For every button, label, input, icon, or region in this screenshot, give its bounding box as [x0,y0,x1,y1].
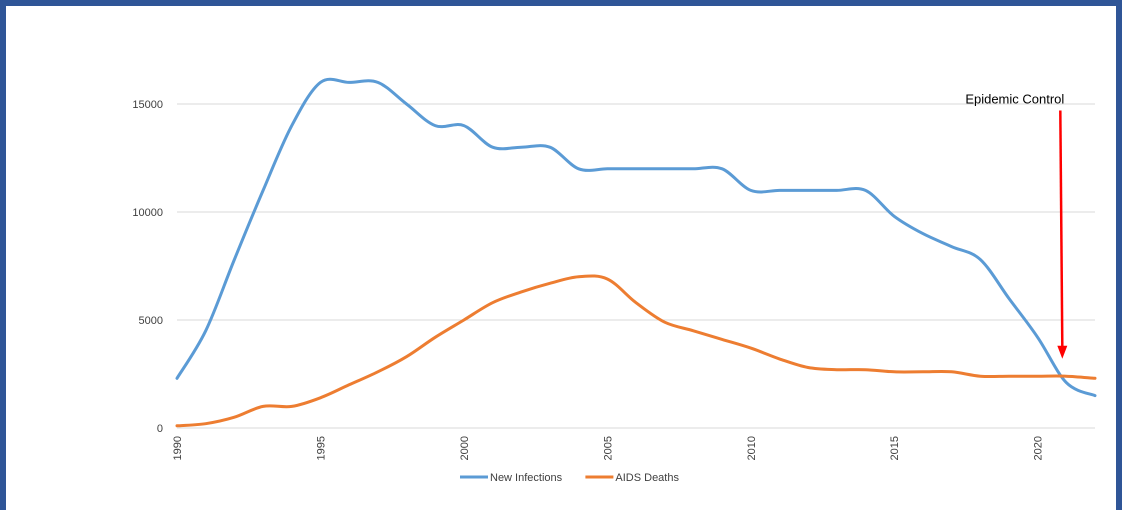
x-tick-label: 2010 [746,436,758,460]
y-tick-label: 5000 [139,315,163,327]
legend: New Infections AIDS Deaths [460,472,679,484]
y-tick-label: 15000 [132,99,163,111]
series-line-new-infections [175,77,1097,398]
annotation-label: Epidemic Control [965,91,1064,106]
legend-label-aids-deaths: AIDS Deaths [615,472,679,484]
legend-label-new-infections: New Infections [490,472,563,484]
x-tick-label: 2000 [459,436,471,460]
annotation-arrowhead [1057,345,1068,359]
gridlines [177,103,1095,429]
x-tick-label: 2015 [889,436,901,460]
y-tick-label: 0 [157,423,163,435]
annotations: Epidemic Control [965,91,1068,359]
x-tick-label: 1990 [172,436,184,460]
x-tick-label: 1995 [315,436,327,460]
x-tick-label: 2020 [1033,436,1045,460]
y-tick-label: 10000 [132,207,163,219]
series [175,77,1097,428]
series-line-aids-deaths [175,274,1097,428]
y-axis-ticks: 0 5000 10000 15000 [132,99,163,435]
x-tick-label: 2005 [602,436,614,460]
x-axis-ticks: 1990 1995 2000 2005 2010 2015 2020 [172,436,1045,460]
annotation-arrow [1059,110,1064,347]
